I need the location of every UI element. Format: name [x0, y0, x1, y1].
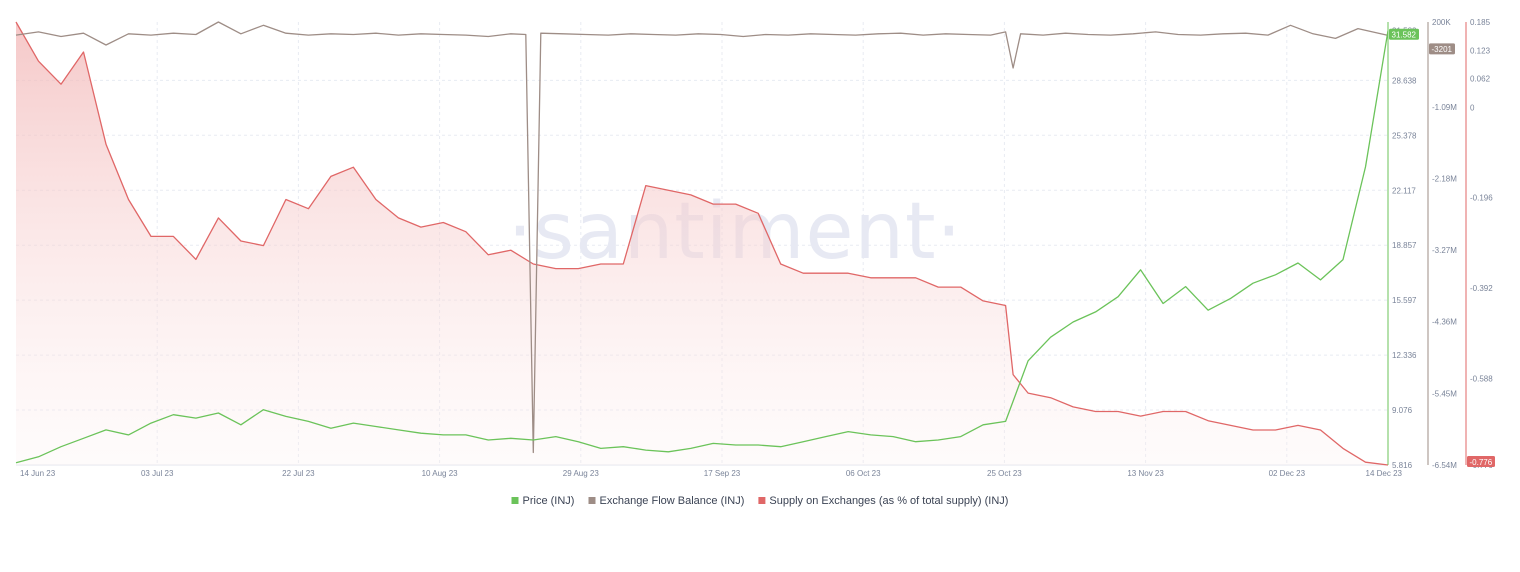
price-tick-label: 25.378: [1392, 131, 1417, 140]
x-tick-label: 14 Dec 23: [1366, 469, 1403, 478]
legend-label: Supply on Exchanges (as % of total suppl…: [769, 495, 1008, 507]
price-series-line: [15, 30, 1389, 464]
supply-tick-label: 0.123: [1470, 47, 1491, 56]
supply-current-badge: -0.776: [1467, 456, 1495, 467]
axes-layer: 14 Jun 23 03 Jul 23 22 Jul 23 10 Aug 23 29 A…: [20, 18, 1495, 478]
flow-current-badge: -3201: [1429, 43, 1455, 55]
legend-item-3: Supply on Exchanges (as % of total suppl…: [758, 495, 1008, 507]
supply-area-fill: [16, 22, 1388, 465]
flow-tick-label: -3.27M: [1432, 246, 1457, 255]
supply-current-badge-bg: [1467, 456, 1495, 467]
price-tick-label: 28.638: [1392, 76, 1417, 85]
price-tick-label: 22.117: [1392, 186, 1416, 195]
legend-label: Exchange Flow Balance (INJ): [600, 495, 745, 507]
chart-legend: Price (INJ) Exchange Flow Balance (INJ) Su…: [511, 495, 1008, 507]
flow-tick-label: -6.54M: [1432, 461, 1457, 470]
supply-tick-label: -0.392: [1470, 284, 1493, 293]
flow-current-badge-bg: [1429, 43, 1455, 55]
supply-current-badge-text: -0.776: [1470, 458, 1493, 467]
supply-series-line: [15, 21, 1389, 466]
x-tick-label: 02 Dec 23: [1269, 469, 1306, 478]
price-tick-label: 9.076: [1392, 406, 1413, 415]
price-tick-label: 12.336: [1392, 351, 1417, 360]
legend-swatch: [758, 497, 766, 504]
x-tick-label: 03 Jul 23: [141, 469, 174, 478]
flow-tick-label: -1.09M: [1432, 103, 1457, 112]
legend-item-1: Price (INJ): [511, 495, 575, 507]
flow-series-line: [15, 21, 1389, 454]
flow-current-badge-text: -3201: [1432, 45, 1453, 54]
legend-label: Price (INJ): [523, 495, 575, 507]
flow-tick-label: -4.36M: [1432, 318, 1457, 327]
legend-swatch: [511, 497, 519, 504]
price-tick-label: 5.816: [1392, 461, 1413, 470]
x-tick-label: 29 Aug 23: [563, 469, 600, 478]
x-tick-label: 25 Oct 23: [987, 469, 1022, 478]
flow-tick-label: -5.45M: [1432, 389, 1457, 398]
supply-tick-label: -0.588: [1470, 374, 1493, 383]
price-tick-label: 15.597: [1392, 296, 1417, 305]
supply-tick-label: 0.062: [1470, 75, 1491, 84]
price-current-badge-bg: [1389, 28, 1419, 40]
x-tick-label: 13 Nov 23: [1127, 469, 1164, 478]
x-tick-label: 22 Jul 23: [282, 469, 315, 478]
x-tick-label: 14 Jun 23: [20, 469, 56, 478]
supply-tick-label: -0.196: [1470, 194, 1493, 203]
price-current-badge: 31.582: [1389, 28, 1419, 40]
series-layer: [15, 21, 1389, 466]
legend-item-2: Exchange Flow Balance (INJ): [588, 495, 745, 507]
supply-tick-label: 0: [1470, 103, 1475, 112]
flow-tick-label: -2.18M: [1432, 174, 1457, 183]
price-current-badge-text: 31.582: [1392, 31, 1417, 40]
legend-swatch: [588, 497, 596, 504]
x-tick-label: 10 Aug 23: [422, 469, 459, 478]
supply-tick-label: 0.185: [1470, 18, 1491, 27]
price-tick-label: 18.857: [1392, 241, 1417, 250]
flow-tick-label: 200K: [1432, 18, 1451, 27]
x-tick-label: 17 Sep 23: [704, 469, 741, 478]
x-tick-label: 06 Oct 23: [846, 469, 881, 478]
